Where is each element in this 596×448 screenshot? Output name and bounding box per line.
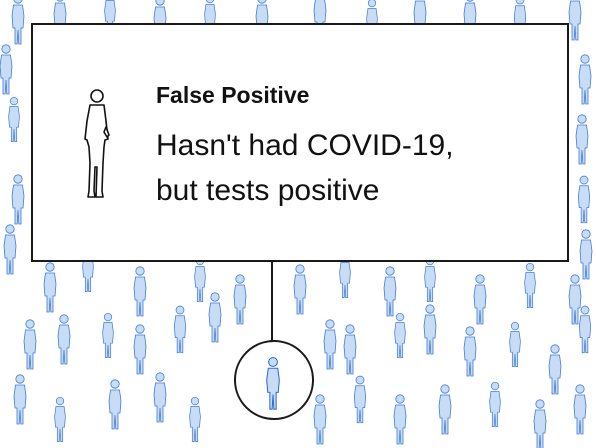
crowd-person-icon <box>43 262 57 313</box>
crowd-person-icon <box>579 229 593 280</box>
crowd-person-icon <box>394 312 406 359</box>
crowd-person-icon <box>524 262 536 309</box>
crowd-person-icon <box>577 175 591 224</box>
crowd-person-icon <box>473 274 487 325</box>
crowd-person-icon <box>54 396 66 443</box>
crowd-person-icon <box>208 292 222 343</box>
crowd-person-icon <box>424 256 436 303</box>
crowd-person-icon <box>11 174 25 225</box>
crowd-person-icon <box>573 384 587 435</box>
crowd-person-icon <box>533 399 547 448</box>
highlighted-person-shape <box>266 357 280 410</box>
crowd-person-icon <box>423 304 437 355</box>
highlight-circle <box>234 340 314 420</box>
crowd-person-icon <box>383 266 397 317</box>
crowd-person-icon <box>13 374 27 425</box>
crowd-person-icon <box>463 326 477 377</box>
crowd-person-icon <box>568 0 582 41</box>
crowd-person-icon <box>343 324 357 375</box>
callout-description-line-1: Hasn't had COVID-19, <box>156 129 454 162</box>
crowd-person-icon <box>8 96 20 143</box>
crowd-person-icon <box>108 379 122 430</box>
callout-label: False Positive <box>156 82 310 108</box>
crowd-person-icon <box>189 396 201 443</box>
crowd-person-icon <box>489 381 501 428</box>
crowd-person-icon <box>3 224 17 275</box>
crowd-person-icon <box>438 384 452 435</box>
crowd-person-icon <box>133 266 147 317</box>
callout-description: Hasn't had COVID-19, but tests positive <box>156 123 556 213</box>
connector-line <box>271 262 273 341</box>
crowd-person-icon <box>575 114 589 165</box>
crowd-person-icon <box>293 264 307 315</box>
crowd-person-icon <box>323 319 337 370</box>
crowd-person-icon <box>153 372 167 423</box>
crowd-person-icon <box>173 305 187 354</box>
person-silhouette-icon <box>84 89 110 198</box>
crowd-person-icon <box>548 344 562 395</box>
crowd-person-icon <box>313 394 327 445</box>
highlighted-person-icon <box>266 357 280 410</box>
crowd-person-icon <box>0 44 13 95</box>
crowd-person-icon <box>133 324 147 375</box>
callout-description-line-2: but tests positive <box>156 174 380 207</box>
crowd-person-icon <box>353 375 367 424</box>
crowd-person-icon <box>102 312 114 359</box>
crowd-person-icon <box>578 305 592 354</box>
crowd-person-icon <box>194 256 206 303</box>
crowd-person-icon <box>393 394 407 445</box>
crowd-person-icon <box>568 274 582 325</box>
crowd-person-icon <box>509 321 521 368</box>
crowd-person-icon <box>11 0 25 45</box>
crowd-person-icon <box>23 319 37 370</box>
crowd-person-icon <box>233 274 247 325</box>
crowd-person-icon <box>578 54 592 105</box>
callout-box: False Positive Hasn't had COVID-19, but … <box>31 23 569 262</box>
crowd-person-icon <box>57 314 71 365</box>
